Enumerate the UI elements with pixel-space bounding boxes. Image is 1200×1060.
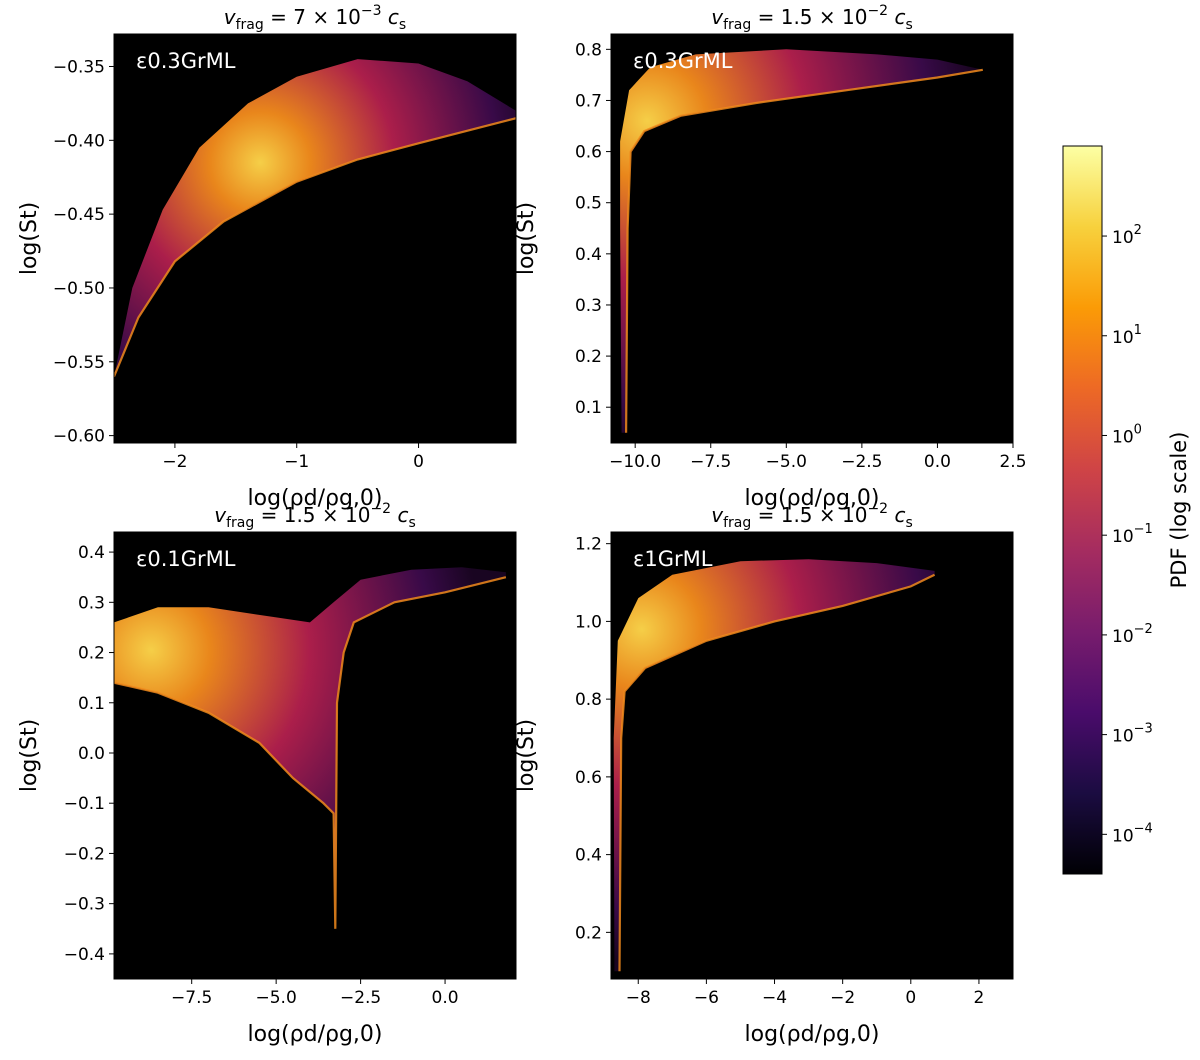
x-tick-label: −6 (694, 988, 719, 1008)
panel-top-right: −10.0 −7.5 −5.0 −2.5 0.0 2.5 0.1 0.2 0.3 0.4 0.5 0.… (514, 3, 1027, 511)
y-tick-label: 0.2 (575, 923, 602, 943)
x-tick-label: −7.5 (690, 452, 731, 472)
colorbar-label: PDF (log scale) (1167, 432, 1191, 589)
y-tick-label: 0.2 (78, 644, 105, 664)
y-tick-label: 0.1 (575, 398, 602, 418)
x-tick-label: −2 (830, 988, 855, 1008)
panel-annotation: ε0.1GrML (136, 547, 236, 571)
y-tick-label: 0.4 (575, 245, 602, 265)
y-tick-label: 0.8 (575, 690, 602, 710)
colorbar-tick-label: 100 (1112, 422, 1142, 447)
x-axis-label: log(ρd/ρg,0) (745, 1022, 880, 1047)
y-tick-label: 0.7 (575, 91, 602, 111)
y-axis-label: log(St) (17, 202, 42, 275)
x-axis-label: log(ρd/ρg,0) (248, 1022, 383, 1047)
y-tick-label: 0.6 (575, 768, 602, 788)
density-region (613, 559, 935, 972)
y-tick-label: −0.55 (53, 353, 105, 373)
panel-bottom-right: −8 −6 −4 −2 0 2 0.2 0.4 0.6 0.8 1.0 1.2 log(ρd/ρg,0)… (514, 501, 1014, 1047)
colorbar-tick-label: 10−1 (1112, 522, 1153, 547)
y-tick-label: 0.3 (78, 593, 105, 613)
x-tick-label: −10.0 (609, 452, 661, 472)
density-region (620, 49, 983, 433)
x-tick-label: −5.0 (766, 452, 807, 472)
panel-top-left: −2 −1 0 −0.35 −0.40 −0.45 −0.50 −0.55 −0.60 log(ρ… (17, 3, 517, 511)
density-edge (114, 117, 516, 378)
colorbar-ticks: 10−4 10−3 10−2 10−1 100 101 102 (1102, 223, 1153, 846)
colorbar: 10−4 10−3 10−2 10−1 100 101 102 PDF (log scale… (1062, 145, 1191, 875)
axes-frame (113, 531, 517, 980)
density-edge (114, 576, 507, 929)
density-region (114, 59, 516, 377)
y-tick-label: 0.0 (78, 744, 105, 764)
y-tick-label: 0.4 (78, 543, 105, 563)
y-tick-label: −0.3 (64, 895, 105, 915)
panel-annotation: ε0.3GrML (136, 49, 236, 73)
axes-frame (610, 531, 1014, 980)
colorbar-tick-label: 10−3 (1112, 722, 1153, 747)
y-tick-label: 0.5 (575, 194, 602, 214)
y-tick-label: 0.1 (78, 694, 105, 714)
y-tick-label: 0.3 (575, 296, 602, 316)
y-tick-label: 0.8 (575, 40, 602, 60)
y-tick-label: −0.60 (53, 427, 105, 447)
y-tick-label: −0.50 (53, 279, 105, 299)
colorbar-tick-label: 10−2 (1112, 622, 1153, 647)
y-tick-label: 0.2 (575, 347, 602, 367)
panel-annotation: ε1GrML (633, 547, 713, 571)
axes-frame (113, 33, 517, 444)
x-tick-label: −1 (284, 452, 309, 472)
y-tick-label: 0.4 (575, 846, 602, 866)
y-tick-label: −0.40 (53, 131, 105, 151)
y-tick-label: −0.1 (64, 794, 105, 814)
density-edge (618, 573, 936, 972)
colorbar-tick-label: 10−4 (1112, 821, 1153, 846)
x-tick-label: −7.5 (171, 988, 212, 1008)
x-tick-label: −2.5 (340, 988, 381, 1008)
colorbar-gradient (1062, 145, 1103, 875)
y-axis-label: log(St) (17, 719, 42, 792)
x-axis-label: log(ρd/ρg,0) (745, 486, 880, 511)
y-tick-label: −0.35 (53, 57, 105, 77)
y-tick-label: −0.2 (64, 844, 105, 864)
panel-title: vfrag = 1.5 × 10−2 cs (214, 501, 416, 531)
x-tick-label: −5.0 (256, 988, 297, 1008)
y-tick-label: 0.6 (575, 143, 602, 163)
y-tick-label: 1.0 (575, 612, 602, 632)
x-tick-label: 0 (413, 452, 424, 472)
axes-frame (610, 33, 1014, 444)
x-tick-label: −4 (762, 988, 787, 1008)
panel-title: vfrag = 1.5 × 10−2 cs (711, 501, 913, 531)
x-tick-label: 2 (974, 988, 985, 1008)
density-region (114, 567, 506, 929)
y-axis-label: log(St) (514, 202, 539, 275)
panel-annotation: ε0.3GrML (633, 49, 733, 73)
x-axis-label: log(ρd/ρg,0) (248, 486, 383, 511)
y-tick-label: −0.45 (53, 205, 105, 225)
density-edge (625, 68, 983, 433)
x-tick-label: −8 (626, 988, 651, 1008)
y-tick-label: 1.2 (575, 535, 602, 555)
x-tick-label: −2 (162, 452, 187, 472)
x-tick-label: 0.0 (924, 452, 951, 472)
panel-title: vfrag = 1.5 × 10−2 cs (711, 3, 913, 33)
panel-title: vfrag = 7 × 10−3 cs (224, 3, 406, 33)
panel-bottom-left: −7.5 −5.0 −2.5 0.0 0.4 0.3 0.2 0.1 0.0 −0.1 −0.2 −0… (17, 501, 517, 1047)
colorbar-tick-label: 101 (1112, 323, 1142, 348)
x-tick-label: 0.0 (432, 988, 459, 1008)
y-axis-label: log(St) (514, 719, 539, 792)
x-tick-label: 2.5 (999, 452, 1026, 472)
colorbar-tick-label: 102 (1112, 223, 1142, 248)
x-tick-label: 0 (905, 988, 916, 1008)
x-tick-label: −2.5 (841, 452, 882, 472)
y-tick-label: −0.4 (64, 945, 105, 965)
